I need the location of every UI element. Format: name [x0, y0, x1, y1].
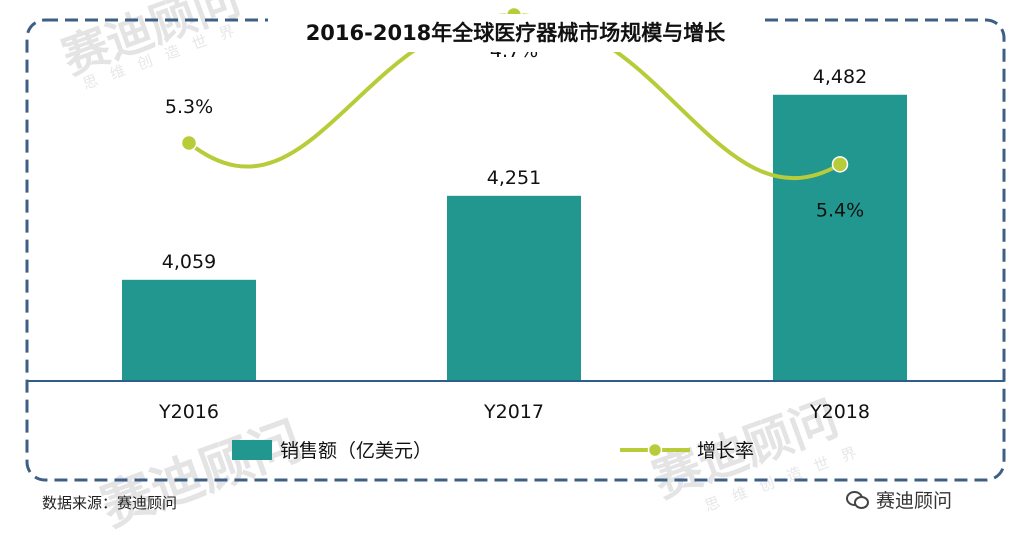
- growth-rate-point: [180, 134, 198, 152]
- legend-swatch-sales: [232, 440, 272, 460]
- bar-Y2018: [773, 94, 907, 380]
- bar-Y2017: [447, 195, 581, 380]
- legend-swatch-growth-point: [647, 442, 663, 458]
- wechat-icon: [846, 490, 869, 509]
- chart-title: 2016-2018年全球医疗器械市场规模与增长: [268, 14, 763, 52]
- bar-value-label: 4,059: [162, 251, 216, 273]
- x-tick-label: Y2017: [483, 401, 544, 423]
- legend-label-sales: 销售额（亿美元）: [280, 440, 432, 462]
- source-note: 数据来源：赛迪顾问: [42, 494, 178, 512]
- growth-rate-label: 5.3%: [165, 96, 213, 118]
- bar-value-label: 4,482: [813, 66, 867, 88]
- x-tick-label: Y2018: [809, 401, 870, 423]
- legend-label-growth: 增长率: [697, 440, 754, 462]
- growth-rate-label: 5.4%: [816, 199, 864, 221]
- bar-value-label: 4,251: [487, 167, 541, 189]
- brand-name: 赛迪顾问: [876, 490, 953, 512]
- bar-Y2016: [122, 279, 256, 380]
- x-tick-label: Y2016: [158, 401, 219, 423]
- brand-logo: 赛迪顾问: [846, 486, 952, 513]
- growth-rate-point: [831, 156, 849, 173]
